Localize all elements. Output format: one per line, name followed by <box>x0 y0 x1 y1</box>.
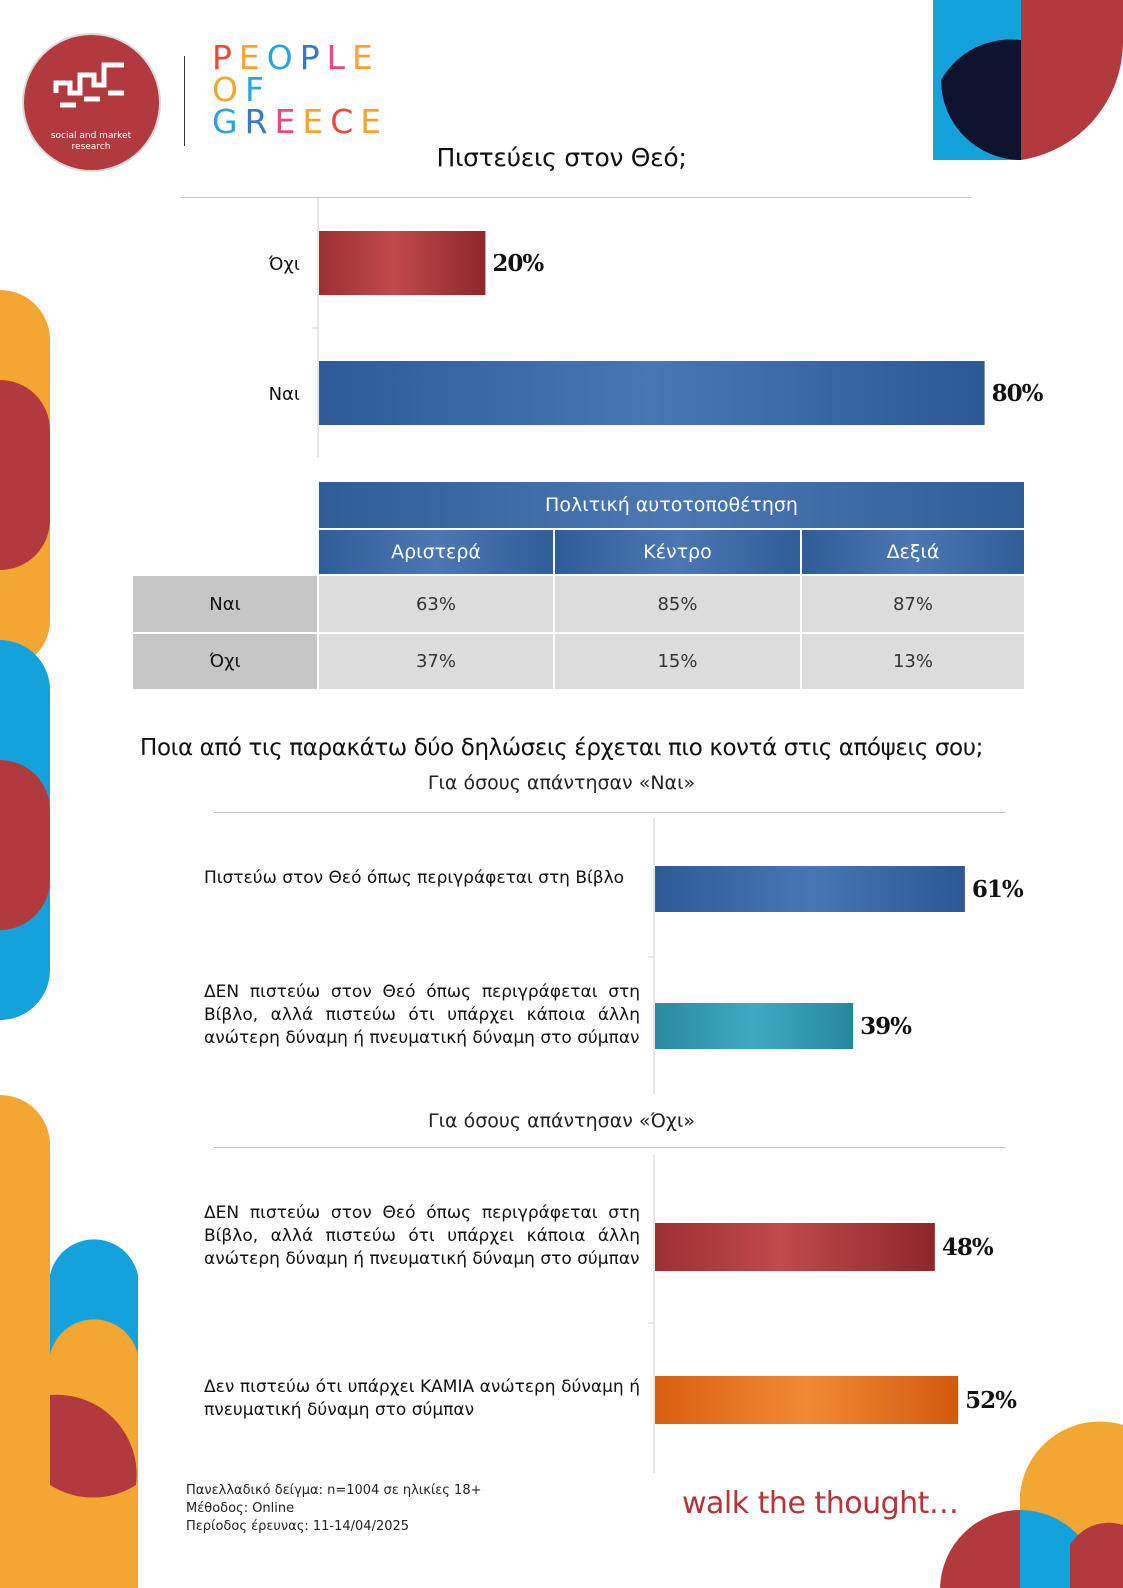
bottom-right-decoration <box>940 1421 1123 1588</box>
table-col-center: Κέντρο <box>555 530 800 574</box>
statement-label: Δεν πιστεύω ότι υπάρχει ΚΑΜΙΑ ανώτερη δύ… <box>204 1377 640 1420</box>
wordmark-letter: O <box>266 38 300 77</box>
bottom-left-decoration <box>0 1095 138 1588</box>
group-yes-rule <box>214 812 1006 813</box>
row-label: Ναι <box>133 576 317 632</box>
methodology-note: Πανελλαδικό δείγμα: n=1004 σε ηλικίες 18… <box>186 1482 481 1536</box>
data-label: 48% <box>942 1234 994 1261</box>
statement-label: ΔΕΝ πιστεύω στον Θεό όπως περιγράφεται σ… <box>204 982 640 1048</box>
wordmark-letter: E <box>274 102 303 141</box>
wordmark-letter: O <box>212 70 245 109</box>
table-row: Ναι 63% 85% 87% <box>133 576 1024 632</box>
table-col-left: Αριστερά <box>319 530 553 574</box>
group-no-subtitle: Για όσους απάντησαν «Όχι» <box>428 1110 695 1132</box>
data-label: 52% <box>965 1387 1017 1414</box>
tagline: walk the thought… <box>682 1486 959 1521</box>
wordmark-letter: E <box>302 102 331 141</box>
section1-top-rule <box>180 197 972 198</box>
table-group-header: Πολιτική αυτοτοποθέτηση <box>319 482 1024 528</box>
bar <box>319 361 985 425</box>
wordmark-letter: L <box>326 38 353 77</box>
bar <box>655 1376 959 1424</box>
sample-text: Πανελλαδικό δείγμα: n=1004 σε ηλικίες 18… <box>186 1483 482 1498</box>
gpo-logo-mark <box>53 62 124 108</box>
period-text: Περίοδος έρευνας: 11-14/04/2025 <box>186 1519 410 1534</box>
wordmark-letter: E <box>352 38 380 77</box>
category-label: Όχι <box>268 254 300 275</box>
method-text: Μέθοδος: Online <box>186 1501 295 1516</box>
row-label: Όχι <box>133 634 317 689</box>
wordmark-letter: C <box>330 102 361 141</box>
chart-group-yes: 61% 39% <box>648 818 1025 1094</box>
table-cell: 37% <box>319 634 553 689</box>
wordmark-line: PEOPLE <box>212 41 388 74</box>
political-self-placement-table: Πολιτική αυτοτοποθέτηση Αριστερά Κέντρο … <box>131 480 1026 691</box>
wordmark-line: OF <box>212 73 388 106</box>
logo-caption: social and market research <box>50 131 132 152</box>
wordmark-letter: P <box>299 38 327 77</box>
top-right-decoration <box>933 0 1123 160</box>
bar <box>655 866 965 912</box>
table-cell: 87% <box>802 576 1024 632</box>
section1-title: Πιστεύεις στον Θεό; <box>436 143 687 172</box>
data-label: 80% <box>992 380 1044 407</box>
table-cell: 15% <box>555 634 800 689</box>
statement-label: ΔΕΝ πιστεύω στον Θεό όπως περιγράφεται σ… <box>204 1203 640 1269</box>
people-of-greece-wordmark: PEOPLE OF GREECE <box>212 41 388 138</box>
wordmark-letter: R <box>244 102 275 141</box>
section2-title: Ποια από τις παρακάτω δύο δηλώσεις έρχετ… <box>140 735 983 761</box>
left-edge-decoration <box>0 290 50 1020</box>
data-label: 39% <box>860 1013 912 1040</box>
category-label: Ναι <box>269 384 300 405</box>
data-label: 61% <box>972 876 1024 903</box>
table-cell: 85% <box>555 576 800 632</box>
bar <box>655 1223 935 1271</box>
chart-group-no: 48% 52% <box>648 1155 1018 1473</box>
gpo-logo: social and market research <box>24 35 159 170</box>
wordmark-letter: E <box>238 38 267 77</box>
wordmark-letter: P <box>212 38 239 77</box>
table-col-right: Δεξιά <box>802 530 1024 574</box>
group-yes-subtitle: Για όσους απάντησαν «Ναι» <box>427 772 696 794</box>
data-label: 20% <box>492 250 544 277</box>
wordmark-line: GREECE <box>212 105 388 138</box>
chart-believe-in-god: 20% Όχι 80% Ναι <box>268 198 1045 458</box>
table-cell: 13% <box>802 634 1024 689</box>
group-no-rule <box>214 1147 1006 1148</box>
statement-label: Πιστεύω στον Θεό όπως περιγράφεται στη Β… <box>204 868 625 888</box>
table-cell: 63% <box>319 576 553 632</box>
bar <box>319 231 486 295</box>
bar <box>655 1003 854 1049</box>
wordmark-letter: E <box>360 102 389 141</box>
wordmark-letter: G <box>212 102 245 141</box>
wordmark-letter: F <box>244 70 271 109</box>
header-divider <box>184 56 185 146</box>
table-row: Όχι 37% 15% 13% <box>133 634 1024 689</box>
